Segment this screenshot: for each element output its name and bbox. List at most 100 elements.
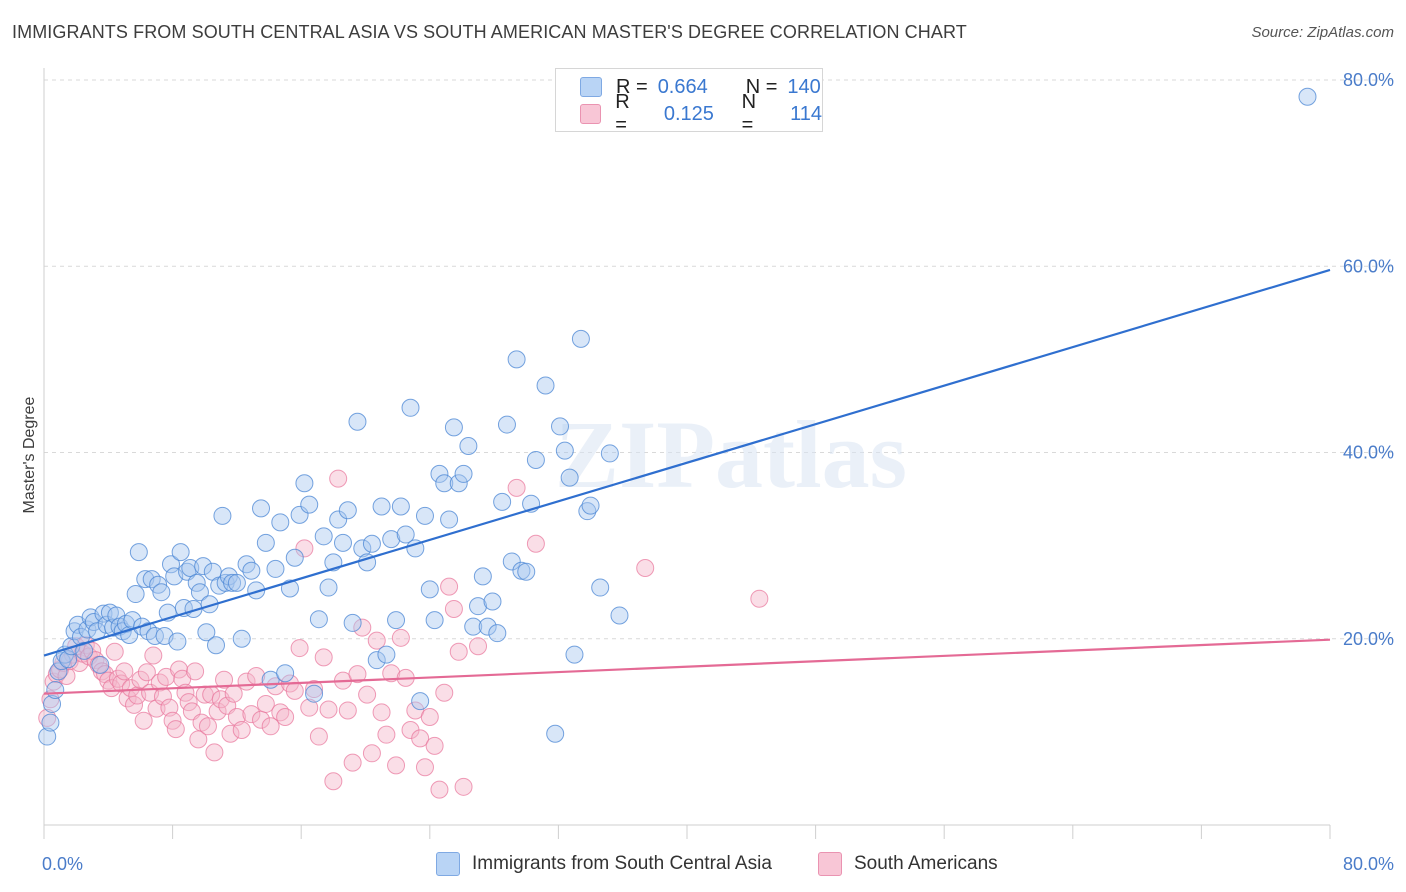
y-axis-label: Master's Degree xyxy=(21,396,38,513)
bottom-legend-pink: South Americans xyxy=(818,852,998,876)
point-south-central-asia xyxy=(126,585,145,604)
point-south-americans xyxy=(382,664,401,683)
point-south-americans xyxy=(92,662,111,681)
point-south-central-asia xyxy=(444,418,463,437)
point-south-americans xyxy=(469,637,488,656)
point-south-central-asia xyxy=(411,692,430,711)
trend-line-pink xyxy=(43,638,1331,695)
point-south-americans xyxy=(372,703,391,722)
legend-swatch-blue xyxy=(580,77,602,97)
point-south-americans xyxy=(387,756,406,775)
point-south-central-asia xyxy=(171,543,190,562)
point-south-americans xyxy=(391,628,410,647)
point-south-central-asia xyxy=(517,562,536,581)
point-south-central-asia xyxy=(440,510,459,529)
point-south-americans xyxy=(208,702,227,721)
point-south-central-asia xyxy=(391,497,410,516)
legend-row-blue: R = 0.664 N = 140 xyxy=(580,74,821,100)
point-south-central-asia xyxy=(314,527,333,546)
point-south-central-asia xyxy=(207,636,226,655)
point-south-central-asia xyxy=(382,530,401,549)
x-tick-label: 80.0% xyxy=(1343,854,1394,874)
point-south-central-asia xyxy=(242,561,261,580)
point-south-central-asia xyxy=(338,501,357,520)
point-south-americans xyxy=(314,648,333,667)
point-south-central-asia xyxy=(459,436,478,455)
point-south-americans xyxy=(353,618,372,637)
point-south-central-asia xyxy=(526,450,545,469)
point-south-central-asia xyxy=(372,497,391,516)
point-south-central-asia xyxy=(161,555,180,574)
point-south-americans xyxy=(358,685,377,704)
point-south-central-asia xyxy=(401,398,420,417)
point-south-americans xyxy=(144,646,163,665)
grid-lines xyxy=(44,79,1395,640)
point-south-central-asia xyxy=(478,617,497,636)
point-south-central-asia xyxy=(197,623,216,642)
point-south-americans xyxy=(205,743,224,762)
point-south-americans xyxy=(186,662,205,681)
point-south-americans xyxy=(425,736,444,755)
point-south-americans xyxy=(256,694,275,713)
point-south-americans xyxy=(137,663,156,682)
point-south-central-asia xyxy=(252,499,271,518)
point-south-americans xyxy=(105,642,124,661)
point-south-americans xyxy=(319,700,338,719)
point-south-americans xyxy=(338,701,357,720)
point-south-central-asia xyxy=(551,417,570,436)
legend-swatch-pink xyxy=(580,104,602,124)
x-tick-labels: 0.0% 80.0% xyxy=(42,854,1394,874)
point-south-central-asia xyxy=(280,579,299,598)
point-south-central-asia xyxy=(430,464,449,483)
point-south-central-asia xyxy=(1298,87,1317,106)
point-south-central-asia xyxy=(168,632,187,651)
point-south-central-asia xyxy=(497,415,516,434)
bottom-legend-blue: Immigrants from South Central Asia xyxy=(436,852,772,876)
trend-lines xyxy=(43,268,1331,695)
point-south-central-asia xyxy=(348,412,367,431)
point-south-central-asia xyxy=(46,680,65,699)
point-south-americans xyxy=(285,681,304,700)
point-south-central-asia xyxy=(295,474,314,493)
point-south-central-asia xyxy=(256,533,275,552)
point-south-central-asia xyxy=(560,468,579,487)
point-south-americans xyxy=(636,558,655,577)
point-south-central-asia xyxy=(41,713,60,732)
y-tick-labels: 20.0% 40.0% 60.0% 80.0% xyxy=(1343,70,1394,649)
point-south-central-asia xyxy=(329,510,348,529)
point-south-americans xyxy=(507,478,526,497)
point-south-central-asia xyxy=(271,513,290,532)
point-south-central-asia xyxy=(578,502,597,521)
point-south-central-asia xyxy=(488,624,507,643)
point-south-americans xyxy=(300,698,319,717)
point-south-americans xyxy=(215,670,234,689)
point-south-americans xyxy=(362,744,381,763)
point-south-americans xyxy=(420,707,439,726)
watermark: ZIPatlas xyxy=(555,401,907,508)
chart-title: IMMIGRANTS FROM SOUTH CENTRAL ASIA VS SO… xyxy=(12,22,967,42)
point-south-americans xyxy=(367,631,386,650)
point-south-americans xyxy=(415,758,434,777)
point-south-central-asia xyxy=(194,557,213,576)
point-south-americans xyxy=(179,693,198,712)
point-south-americans xyxy=(276,707,295,726)
point-south-americans xyxy=(305,680,324,699)
point-south-americans xyxy=(435,683,454,702)
point-south-central-asia xyxy=(266,559,285,578)
legend-box: R = 0.664 N = 140 R = 0.125 N = 114 xyxy=(555,68,823,136)
point-south-central-asia xyxy=(464,617,483,636)
point-south-central-asia xyxy=(415,506,434,525)
point-south-americans xyxy=(343,753,362,772)
legend-n-label: N = xyxy=(745,75,778,98)
point-south-central-asia xyxy=(49,662,68,681)
point-south-central-asia xyxy=(425,611,444,630)
point-south-central-asia xyxy=(420,580,439,599)
legend-r-label: R = xyxy=(616,75,648,98)
point-south-americans xyxy=(750,589,769,608)
bottom-legend-swatch-blue xyxy=(436,852,460,876)
point-south-central-asia xyxy=(377,645,396,664)
x-tick-label: 0.0% xyxy=(42,854,83,874)
point-south-central-asia xyxy=(396,525,415,544)
point-south-americans xyxy=(198,717,217,736)
point-south-americans xyxy=(454,777,473,796)
